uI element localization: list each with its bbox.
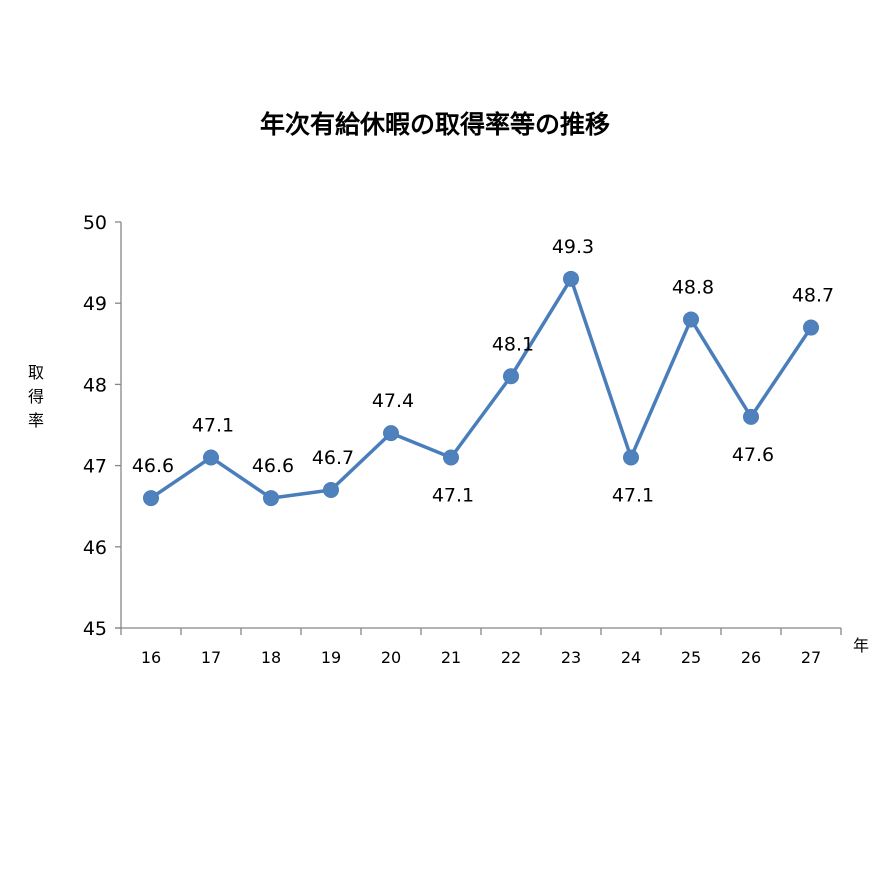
x-axis-label: 年: [853, 636, 869, 655]
data-point: [323, 481, 339, 498]
series-line: [150, 277, 813, 500]
x-tick-label: 22: [501, 648, 521, 667]
y-tick-label: 50: [83, 212, 107, 234]
x-tick-label: 24: [621, 648, 641, 667]
data-label: 46.6: [252, 455, 294, 477]
chart-title: 年次有給休暇の取得率等の推移: [260, 110, 610, 139]
y-tick-label: 45: [83, 618, 107, 640]
series: 46.6 47.1 46.6 46.7 47.4 47.1 48.1 49.3 47.1 48.8…: [132, 236, 834, 507]
x-tick-label: 16: [141, 648, 161, 667]
data-point: [383, 425, 399, 442]
data-label: 47.4: [372, 390, 414, 412]
x-tick-label: 23: [561, 648, 581, 667]
axes: 45 46 47 48 49 50 16 17 18 19 20 21 22 23 24 25 26 27: [83, 212, 842, 667]
data-label: 47.1: [192, 414, 234, 436]
data-label: 46.7: [312, 447, 354, 469]
y-tick-label: 48: [83, 374, 107, 396]
x-tick-label: 19: [321, 648, 341, 667]
x-tick-label: 27: [801, 648, 821, 667]
data-point: [803, 319, 819, 336]
data-point: [563, 270, 579, 287]
data-label: 47.1: [432, 484, 474, 506]
y-axis-label-char: 率: [28, 411, 44, 430]
x-tick-label: 17: [201, 648, 221, 667]
y-axis-label-char: 取: [28, 363, 44, 382]
x-tick-label: 25: [681, 648, 701, 667]
data-point: [683, 311, 699, 328]
data-label: 48.7: [792, 285, 834, 307]
data-point: [623, 449, 639, 466]
y-axis-label-char: 得: [28, 387, 44, 406]
data-label: 48.8: [672, 276, 714, 298]
data-point: [203, 449, 219, 466]
y-axis-label: 取得率: [28, 363, 44, 430]
data-point: [143, 490, 159, 507]
data-point: [443, 449, 459, 466]
x-tick-label: 18: [261, 648, 281, 667]
y-tick-label: 47: [83, 456, 107, 478]
y-tick-label: 46: [83, 537, 107, 559]
data-label: 47.1: [612, 484, 654, 506]
data-label: 47.6: [732, 444, 774, 466]
x-tick-label: 21: [441, 648, 461, 667]
data-label: 46.6: [132, 455, 174, 477]
data-point: [743, 408, 759, 425]
data-point: [503, 368, 519, 385]
x-tick-label: 20: [381, 648, 401, 667]
x-tick-label: 26: [741, 648, 761, 667]
data-label: 49.3: [552, 236, 594, 258]
y-tick-label: 49: [83, 293, 107, 315]
data-point: [263, 490, 279, 507]
data-label: 48.1: [492, 333, 534, 355]
